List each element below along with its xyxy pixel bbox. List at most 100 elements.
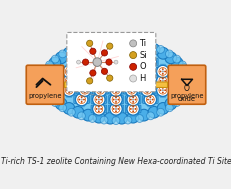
Circle shape [109, 75, 122, 87]
Circle shape [159, 70, 161, 72]
Circle shape [75, 56, 88, 68]
Circle shape [149, 61, 151, 63]
FancyBboxPatch shape [113, 64, 118, 79]
Circle shape [125, 84, 137, 96]
Circle shape [109, 103, 122, 115]
Circle shape [83, 70, 85, 73]
Circle shape [99, 89, 101, 91]
Circle shape [132, 64, 134, 65]
Circle shape [83, 82, 85, 84]
FancyArrow shape [148, 81, 167, 89]
Circle shape [130, 92, 132, 94]
FancyBboxPatch shape [92, 77, 108, 85]
Circle shape [81, 89, 83, 91]
Circle shape [51, 55, 59, 63]
Circle shape [182, 87, 189, 94]
Circle shape [68, 89, 70, 91]
Circle shape [143, 80, 145, 82]
Circle shape [132, 54, 134, 56]
Circle shape [92, 56, 105, 68]
Circle shape [105, 59, 112, 65]
Circle shape [63, 65, 75, 78]
Circle shape [115, 50, 116, 51]
FancyBboxPatch shape [91, 105, 106, 113]
Circle shape [78, 61, 80, 63]
FancyBboxPatch shape [66, 83, 72, 98]
Circle shape [109, 84, 122, 96]
Circle shape [68, 87, 70, 89]
Circle shape [124, 38, 131, 46]
Circle shape [68, 80, 70, 82]
FancyBboxPatch shape [139, 86, 154, 94]
Circle shape [83, 73, 85, 75]
Circle shape [109, 65, 122, 78]
FancyBboxPatch shape [125, 58, 140, 66]
Circle shape [97, 101, 99, 103]
FancyArrow shape [64, 81, 83, 89]
Circle shape [132, 59, 134, 61]
FancyBboxPatch shape [79, 92, 84, 107]
FancyBboxPatch shape [66, 64, 72, 79]
Circle shape [83, 99, 85, 101]
Circle shape [146, 82, 148, 84]
Circle shape [146, 77, 148, 79]
Circle shape [40, 75, 52, 87]
Circle shape [129, 99, 131, 101]
Circle shape [72, 44, 83, 55]
Circle shape [117, 108, 119, 110]
FancyBboxPatch shape [128, 83, 134, 98]
Circle shape [95, 61, 97, 63]
Circle shape [127, 111, 138, 123]
Circle shape [161, 87, 163, 89]
Circle shape [112, 89, 114, 91]
Circle shape [129, 63, 136, 70]
FancyBboxPatch shape [128, 74, 134, 88]
Circle shape [130, 89, 132, 91]
Circle shape [82, 109, 94, 121]
Circle shape [49, 57, 61, 69]
Circle shape [134, 61, 136, 63]
Circle shape [40, 74, 47, 81]
Circle shape [78, 99, 80, 101]
Circle shape [99, 80, 101, 82]
Circle shape [100, 108, 102, 110]
Circle shape [81, 70, 83, 72]
Circle shape [127, 39, 138, 50]
Circle shape [146, 112, 154, 120]
Circle shape [66, 70, 67, 72]
Circle shape [68, 92, 70, 94]
Circle shape [89, 48, 96, 54]
Circle shape [146, 73, 148, 75]
FancyBboxPatch shape [91, 96, 106, 103]
Circle shape [115, 68, 116, 70]
Circle shape [129, 40, 136, 47]
FancyBboxPatch shape [97, 64, 103, 79]
Circle shape [88, 115, 96, 122]
Circle shape [161, 77, 163, 79]
Circle shape [97, 70, 99, 72]
Circle shape [148, 106, 159, 118]
Circle shape [68, 77, 70, 79]
Circle shape [140, 75, 153, 87]
Circle shape [170, 93, 182, 105]
Circle shape [131, 52, 134, 54]
Circle shape [117, 70, 119, 72]
FancyBboxPatch shape [77, 68, 92, 75]
Circle shape [164, 98, 176, 110]
Circle shape [132, 50, 134, 51]
FancyBboxPatch shape [159, 64, 165, 79]
FancyBboxPatch shape [113, 55, 118, 70]
FancyBboxPatch shape [139, 68, 154, 75]
Circle shape [86, 40, 92, 46]
FancyBboxPatch shape [97, 74, 103, 88]
FancyBboxPatch shape [108, 96, 123, 103]
FancyBboxPatch shape [91, 49, 106, 57]
FancyBboxPatch shape [77, 86, 92, 94]
Circle shape [112, 99, 114, 101]
FancyBboxPatch shape [108, 86, 123, 94]
Circle shape [130, 80, 132, 82]
Circle shape [115, 64, 116, 65]
Circle shape [42, 87, 49, 94]
Circle shape [161, 70, 163, 73]
Circle shape [151, 61, 153, 63]
